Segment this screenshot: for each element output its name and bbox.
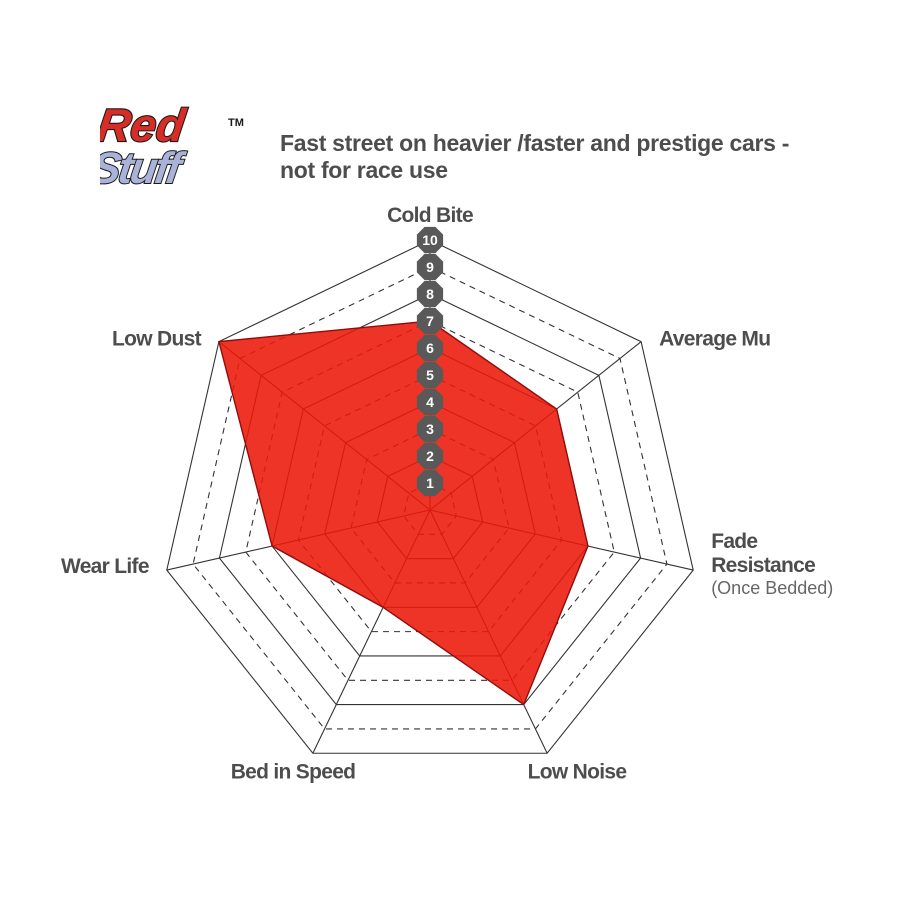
svg-text:Bed in Speed: Bed in Speed — [231, 760, 356, 783]
svg-text:Low Noise: Low Noise — [528, 760, 627, 783]
svg-text:(Once Bedded): (Once Bedded) — [711, 578, 833, 598]
svg-text:Resistance: Resistance — [711, 554, 815, 577]
svg-text:Wear Life: Wear Life — [61, 555, 149, 578]
svg-text:3: 3 — [426, 421, 434, 437]
svg-text:Average Mu: Average Mu — [659, 328, 770, 351]
svg-text:Cold Bite: Cold Bite — [387, 204, 473, 227]
svg-text:6: 6 — [426, 340, 434, 356]
svg-text:Fade: Fade — [711, 530, 757, 553]
svg-text:Low Dust: Low Dust — [112, 328, 202, 351]
svg-text:5: 5 — [426, 367, 434, 383]
svg-text:2: 2 — [426, 448, 434, 464]
svg-text:4: 4 — [426, 394, 434, 410]
svg-text:9: 9 — [426, 259, 434, 275]
svg-text:7: 7 — [426, 313, 434, 329]
svg-text:10: 10 — [422, 232, 438, 248]
svg-text:1: 1 — [426, 475, 434, 491]
svg-text:8: 8 — [426, 286, 434, 302]
